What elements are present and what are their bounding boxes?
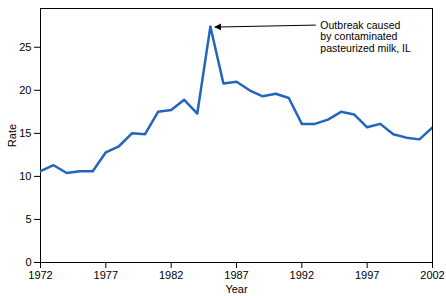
svg-text:1992: 1992: [290, 269, 314, 281]
svg-text:Outbreak causedby contaminated: Outbreak causedby contaminatedpasteurize…: [320, 19, 411, 54]
svg-text:1977: 1977: [94, 269, 118, 281]
svg-text:Rate: Rate: [6, 124, 18, 147]
svg-text:15: 15: [19, 127, 31, 139]
svg-text:25: 25: [19, 41, 31, 53]
svg-text:1972: 1972: [28, 269, 52, 281]
svg-text:1997: 1997: [355, 269, 379, 281]
svg-text:2002: 2002: [420, 269, 444, 281]
svg-text:1987: 1987: [224, 269, 248, 281]
svg-text:20: 20: [19, 84, 31, 96]
svg-text:Year: Year: [225, 283, 248, 295]
svg-text:0: 0: [25, 256, 31, 268]
svg-text:1982: 1982: [159, 269, 183, 281]
svg-text:5: 5: [25, 213, 31, 225]
svg-text:10: 10: [19, 170, 31, 182]
